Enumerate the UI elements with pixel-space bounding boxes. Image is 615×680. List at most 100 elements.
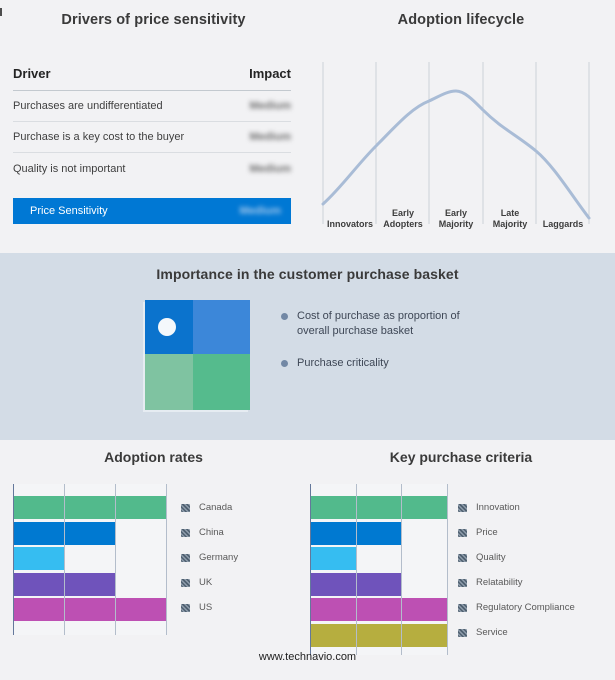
- impact-cell: Medium: [249, 100, 291, 112]
- stage-label-early-majority: Early Majority: [438, 208, 474, 229]
- basket-bullet: Purchase criticality: [281, 356, 491, 371]
- basket-bullet-list: Cost of purchase as proportion of overal…: [281, 309, 491, 388]
- plot-gridline: [115, 484, 116, 635]
- bullet-text: Purchase criticality: [297, 357, 389, 369]
- impact-cell: Medium: [249, 163, 291, 175]
- legend-marker-icon: [458, 578, 467, 587]
- bar-regulatory-compliance: [311, 598, 448, 621]
- drivers-title: Drivers of price sensitivity: [61, 12, 246, 28]
- legend-item-relatability: Relatability: [458, 570, 575, 595]
- bullet-icon: [281, 313, 288, 320]
- legend-item-china: China: [181, 520, 238, 545]
- bar-china: [14, 521, 116, 545]
- quadrant-bottom-right: [193, 354, 250, 410]
- plot-gridline: [401, 484, 403, 655]
- stage-label-innovators: Innovators: [326, 219, 373, 229]
- legend-marker-icon: [458, 628, 467, 637]
- purchase-basket-panel: Importance in the customer purchase bask…: [0, 253, 615, 440]
- legend-item-us: US: [181, 595, 238, 620]
- adoption-rates-chart: Adoption rates Canada China Germany UK US: [0, 440, 307, 680]
- lifecycle-panel: Adoption lifecycle Innovators Early Adopte…: [307, 0, 615, 253]
- driver-cell: Purchases are undifferentiated: [13, 100, 163, 112]
- adoption-rates-plot: [13, 484, 167, 635]
- legend-marker-icon: [181, 528, 190, 537]
- key-purchase-criteria-plot: [310, 484, 448, 655]
- plot-gridline: [64, 484, 65, 635]
- legend-label: UK: [199, 577, 213, 588]
- impact-cell: Medium: [249, 131, 291, 143]
- legend-label: Germany: [199, 552, 239, 563]
- legend-label: China: [199, 527, 224, 538]
- quadrant-chart: [145, 300, 250, 410]
- quadrant-position-dot: [158, 318, 176, 336]
- adoption-rates-title: Adoption rates: [104, 449, 203, 465]
- footer-url: www.technavio.com: [258, 651, 357, 663]
- legend-item-canada: Canada: [181, 495, 238, 520]
- legend-item-germany: Germany: [181, 545, 238, 570]
- legend-marker-icon: [458, 603, 467, 612]
- impact-column-header: Impact: [249, 66, 291, 81]
- bar-relatability: [311, 572, 403, 596]
- bell-curve: [321, 89, 591, 220]
- driver-cell: Quality is not important: [13, 163, 126, 175]
- driver-row-purchase-is-a-key-cost-to-the-buyer: Purchase is a key cost to the buyer Mediu…: [13, 122, 291, 153]
- adoption-rates-legend: Canada China Germany UK US: [181, 495, 238, 620]
- basket-bullet: Cost of purchase as proportion of overal…: [281, 309, 491, 339]
- bar-uk: [14, 572, 116, 596]
- key-purchase-criteria-title: Key purchase criteria: [389, 449, 533, 465]
- key-purchase-criteria-legend: Innovation Price Quality Relatability Regula…: [458, 495, 575, 645]
- bullet-icon: [281, 360, 288, 367]
- driver-row-purchases-are-undifferentiated: Purchases are undifferentiated Medium: [13, 91, 291, 122]
- driver-cell: Price Sensitivity: [30, 205, 108, 217]
- quadrant-bottom-left: [145, 354, 193, 410]
- adoption-rates-bars: [14, 496, 167, 624]
- legend-label: Service: [476, 627, 508, 638]
- bar-quality: [311, 547, 357, 570]
- legend-label: US: [199, 602, 213, 613]
- bar-price: [311, 521, 403, 545]
- legend-label: Quality: [476, 552, 506, 563]
- legend-item-quality: Quality: [458, 545, 575, 570]
- lifecycle-title: Adoption lifecycle: [397, 12, 525, 28]
- bar-innovation: [311, 496, 448, 519]
- legend-label: Innovation: [476, 502, 520, 513]
- driver-column-header: Driver: [13, 66, 51, 81]
- quadrant-top-right: [193, 300, 250, 354]
- lifecycle-gridlines: [322, 62, 590, 224]
- key-purchase-criteria-chart: Key purchase criteria Innovation Price Qua…: [307, 440, 615, 680]
- legend-item-regulatory-compliance: Regulatory Compliance: [458, 595, 575, 620]
- drivers-table-header: Driver Impact: [13, 66, 291, 91]
- stage-label-late-majority: Late Majority: [492, 208, 528, 229]
- legend-marker-icon: [181, 503, 190, 512]
- drivers-panel: Drivers of price sensitivity Driver Impa…: [0, 0, 307, 253]
- screen-edge-artifact: [0, 8, 2, 16]
- impact-cell: Medium: [239, 205, 281, 217]
- plot-gridline: [447, 484, 448, 655]
- top-band: Drivers of price sensitivity Driver Impa…: [0, 0, 615, 253]
- driver-cell: Purchase is a key cost to the buyer: [13, 131, 185, 143]
- bullet-text: Cost of purchase as proportion of overal…: [297, 310, 460, 337]
- key-purchase-criteria-bars: [311, 496, 448, 649]
- bar-us: [14, 598, 167, 621]
- lifecycle-chart: [321, 62, 591, 224]
- bottom-band: Adoption rates Canada China Germany UK US Ke…: [0, 440, 615, 680]
- driver-row-quality-is-not-important: Quality is not important Medium: [13, 153, 291, 185]
- bar-canada: [14, 496, 167, 519]
- plot-gridline: [166, 484, 167, 635]
- bar-germany: [14, 547, 65, 570]
- drivers-table-body: Purchases are undifferentiated Medium Purc…: [13, 91, 291, 224]
- stage-label-early-adopters: Early Adopters: [383, 208, 423, 229]
- drivers-table: Driver Impact Purchases are undifferenti…: [13, 66, 291, 224]
- legend-label: Regulatory Compliance: [476, 602, 575, 613]
- legend-marker-icon: [458, 503, 467, 512]
- legend-marker-icon: [181, 553, 190, 562]
- plot-gridline: [355, 484, 357, 655]
- legend-label: Price: [476, 527, 498, 538]
- legend-marker-icon: [458, 528, 467, 537]
- legend-item-price: Price: [458, 520, 575, 545]
- stage-label-laggards: Laggards: [542, 219, 584, 229]
- legend-item-service: Service: [458, 620, 575, 645]
- legend-marker-icon: [458, 553, 467, 562]
- legend-marker-icon: [181, 603, 190, 612]
